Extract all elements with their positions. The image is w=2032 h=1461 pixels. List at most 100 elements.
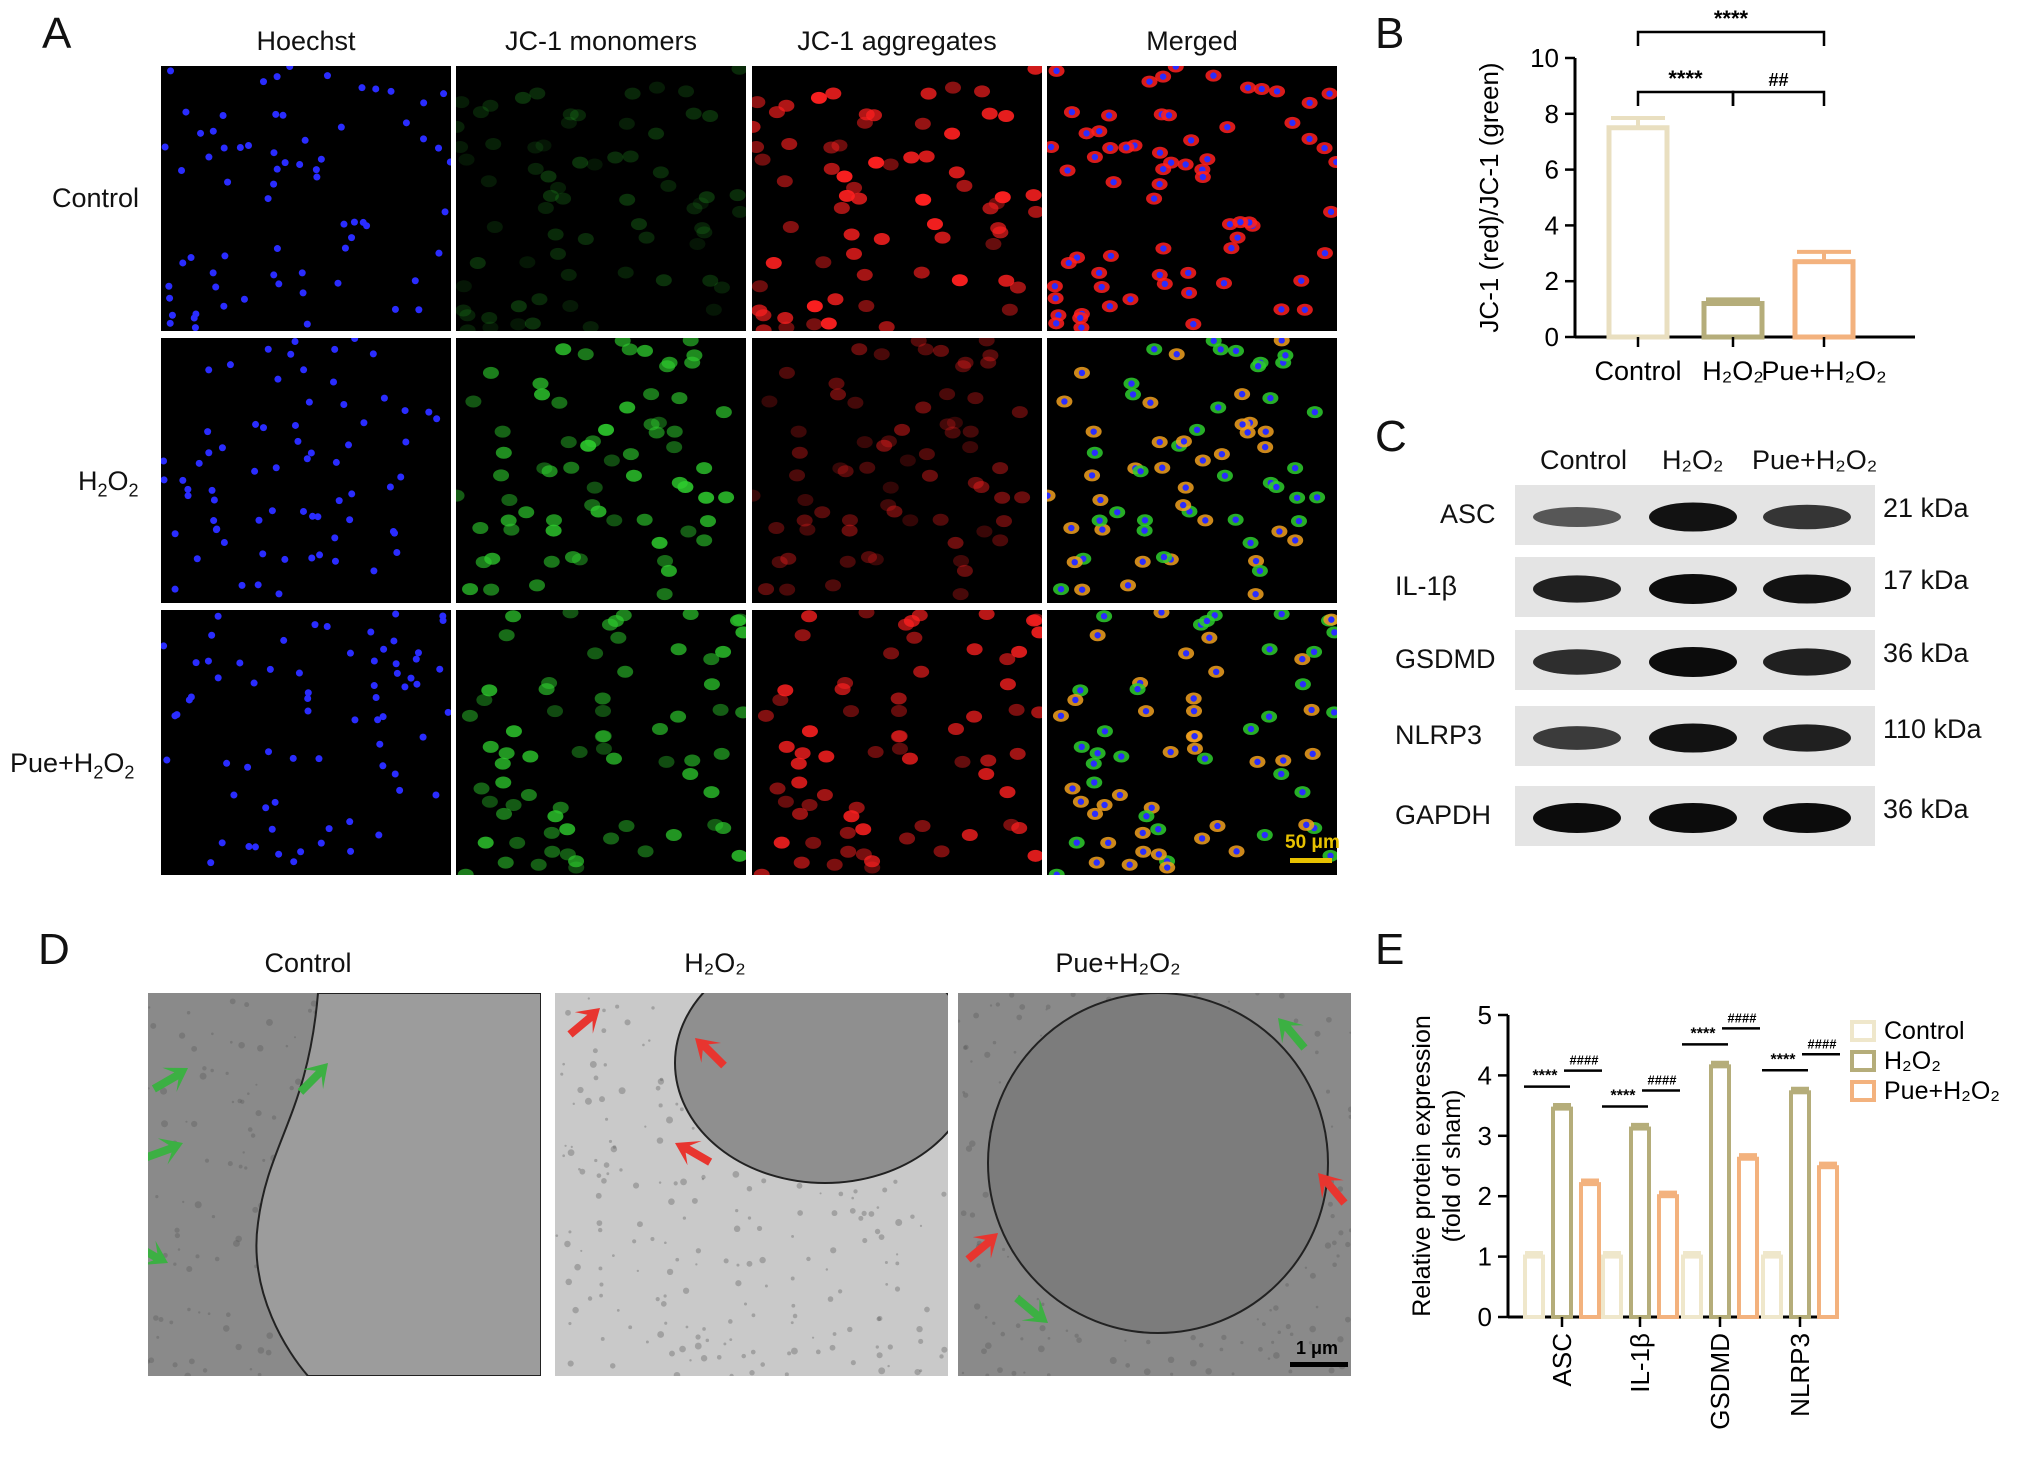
tem-texture	[240, 1099, 245, 1104]
tem-texture	[976, 1263, 981, 1268]
tem-texture	[874, 1228, 881, 1235]
blot-band	[1533, 575, 1621, 603]
tem-texture	[250, 1133, 256, 1138]
bar-e	[1789, 1090, 1811, 1319]
blot-label-3: NLRP3	[1395, 720, 1483, 750]
tem-texture	[185, 1120, 188, 1123]
blot-strip-2	[1515, 630, 1875, 690]
sig-label-e2: ####	[1648, 1073, 1678, 1088]
y-tick-label-b: 10	[1530, 43, 1559, 73]
tem-texture	[1023, 1371, 1026, 1374]
tem-texture	[1125, 1363, 1130, 1368]
y-tick-label-b: 4	[1545, 210, 1559, 240]
sig-label-e2: ####	[1728, 1010, 1758, 1025]
tem-texture	[875, 1345, 879, 1349]
tem-texture	[984, 1316, 988, 1319]
tem-texture	[1013, 1050, 1017, 1054]
legend-swatch-e	[1850, 1080, 1876, 1102]
tem-texture	[1040, 1034, 1043, 1037]
tem-texture	[997, 1367, 1003, 1373]
tem-texture	[1074, 1333, 1079, 1338]
tem-texture	[790, 1321, 794, 1325]
tem-texture	[1273, 1305, 1279, 1311]
tem-texture	[893, 1179, 898, 1184]
tem-texture	[791, 1234, 795, 1238]
tem-texture	[838, 1191, 844, 1197]
y-tick-label-e: 5	[1478, 1000, 1492, 1030]
tem-texture	[1240, 1340, 1244, 1345]
tem-texture	[602, 1008, 606, 1013]
tem-texture	[599, 1096, 606, 1103]
tem-texture	[1336, 1254, 1340, 1258]
tem-texture	[695, 1248, 702, 1254]
micrograph-r2-c2	[752, 610, 1042, 875]
tem-texture	[666, 1116, 673, 1124]
tem-header-pue-h2o2: Pue+H₂O₂	[1055, 948, 1181, 978]
tem-texture	[1269, 1308, 1272, 1312]
sig-bracket-b	[1636, 90, 1735, 106]
tem-texture	[1219, 1347, 1224, 1352]
tem-texture	[815, 1349, 821, 1355]
tem-texture	[695, 1263, 698, 1266]
tem-texture	[1231, 1372, 1235, 1376]
tem-texture	[982, 1191, 989, 1198]
tem-texture	[732, 1170, 740, 1178]
y-tick-label-e: 3	[1478, 1121, 1492, 1151]
micrograph-r0-c2	[752, 66, 1042, 331]
tem-texture	[675, 1102, 679, 1106]
micrograph-r1-c0	[161, 338, 451, 603]
tem-arrow	[567, 1008, 600, 1038]
legend-label-e: H₂O₂	[1884, 1047, 1941, 1075]
tem-texture	[1045, 1008, 1048, 1011]
tem-texture	[605, 1117, 609, 1121]
tem-arrow	[965, 1233, 998, 1263]
tem-texture	[675, 1257, 680, 1262]
sig-label-e: ****	[1533, 1068, 1559, 1085]
col-header-hoechst: Hoechst	[256, 26, 356, 56]
tem-arrow	[151, 1067, 188, 1093]
tem-texture	[155, 1195, 159, 1199]
tem-texture	[847, 1326, 853, 1333]
bar-e	[1681, 1254, 1703, 1320]
blot-label-2: GSDMD	[1395, 644, 1496, 674]
tem-texture	[655, 1085, 661, 1091]
tem-texture	[564, 1144, 567, 1147]
tem-arrow-shape	[1014, 1294, 1048, 1323]
tem-arrow-shape	[965, 1233, 998, 1263]
tem-texture	[636, 1221, 643, 1228]
x-tick-label-b: Control	[1594, 356, 1681, 386]
tem-texture	[1277, 1330, 1281, 1334]
tem-arrow	[695, 1038, 727, 1069]
tem-arrow	[297, 1063, 328, 1095]
tem-texture	[1227, 1000, 1231, 1003]
tem-texture	[916, 1325, 923, 1333]
legend-swatch-e	[1850, 1020, 1876, 1042]
tem-texture	[796, 1182, 803, 1189]
tem-texture	[1198, 1342, 1204, 1348]
tem-texture	[685, 1325, 689, 1329]
tem-image-2	[958, 993, 1351, 1376]
tem-texture	[156, 1335, 160, 1339]
tem-texture	[664, 1241, 667, 1245]
tem-texture	[1037, 1345, 1045, 1353]
blot-kda-2: 36 kDa	[1883, 638, 1969, 668]
blot-band	[1649, 502, 1737, 532]
tem-texture	[255, 1083, 258, 1086]
tem-texture	[606, 1172, 610, 1176]
tem-arrow-shape	[695, 1038, 727, 1069]
tem-texture	[186, 1010, 191, 1015]
tem-texture	[242, 1151, 245, 1154]
tem-texture	[632, 1239, 637, 1244]
tem-texture	[169, 1320, 174, 1325]
tem-texture	[1315, 1305, 1319, 1309]
tem-texture	[668, 1198, 675, 1205]
tem-texture	[1262, 1322, 1266, 1326]
blot-kda-0: 21 kDa	[1883, 493, 1969, 523]
panel-label-c: C	[1375, 412, 1407, 461]
tem-texture	[998, 1081, 1002, 1084]
bar-e	[1709, 1064, 1731, 1319]
tem-texture	[682, 1287, 690, 1294]
tem-texture	[919, 1224, 923, 1228]
tem-texture	[673, 1181, 678, 1186]
y-tick-label-b: 8	[1545, 99, 1559, 129]
